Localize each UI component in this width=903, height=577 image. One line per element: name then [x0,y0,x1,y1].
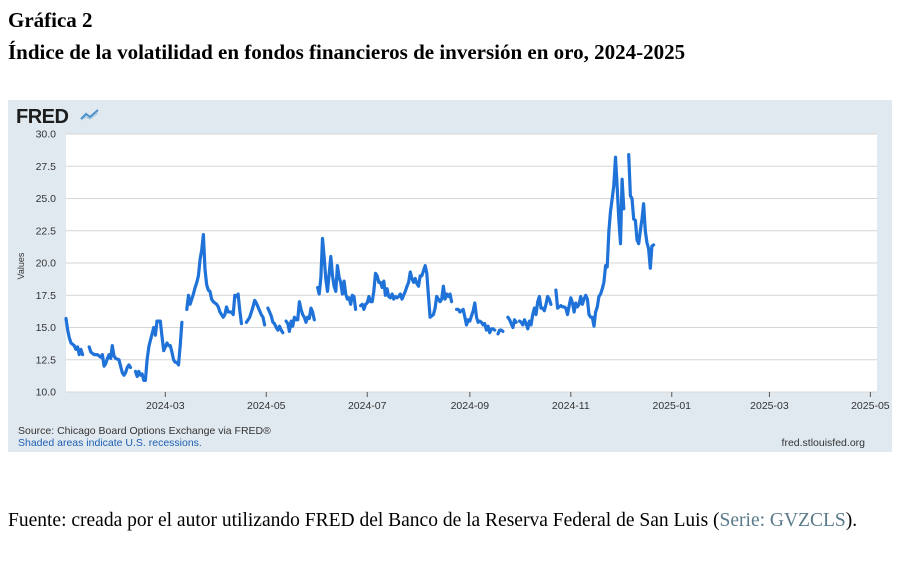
series-line-segment [185,233,243,326]
x-tick-label: 2024-05 [247,400,286,412]
series-line-segment [506,315,518,330]
y-axis-label: Values [16,252,26,279]
series-line-segment [496,328,505,336]
series-line-segment [517,294,553,331]
figure-label: Gráfica 2 [8,8,93,32]
series-line-segment [554,155,626,328]
series-line-segment [133,319,184,382]
footnote-text: Fuente: creada por el autor utilizando F… [8,510,720,531]
series-line-segment [244,298,267,327]
y-tick-label: 12.5 [36,354,57,366]
source-footnote: Fuente: creada por el autor utilizando F… [8,506,888,536]
series-line-segment [627,153,656,270]
series-line-segment [284,300,316,333]
x-tick-label: 2024-03 [146,400,185,412]
x-tick-label: 2024-11 [552,400,590,412]
y-tick-label: 22.5 [36,225,57,237]
y-tick-label: 27.5 [36,161,57,173]
x-tick-label: 2025-01 [652,400,691,412]
y-tick-label: 17.5 [36,290,57,302]
series-line-segment [266,306,285,335]
x-tick-label: 2024-09 [451,400,490,412]
chart-source: Source: Chicago Board Options Exchange v… [18,425,271,437]
y-tick-label: 10.0 [36,387,57,399]
x-tick-label: 2025-05 [851,400,890,412]
volatility-chart: 10.0 12.5 15.0 17.5 20.0 22.5 25.0 27.5 30.0 202… [16,129,890,413]
fred-logo: FRED [16,106,69,128]
recession-note: Shaded areas indicate U.S. recessions. [18,437,202,449]
figure-title: Índice de la volatilidad en fondos finan… [8,40,686,64]
y-tick-label: 30.0 [36,129,57,141]
series-line-segment [359,264,454,319]
series-line-segment [455,301,497,335]
y-tick-label: 15.0 [36,322,57,334]
footnote-end: ). [845,510,858,531]
series-line-segment [316,236,358,311]
y-tick-label: 20.0 [36,258,57,270]
fred-url: fred.stlouisfed.org [781,437,865,449]
series-line-segment [87,344,133,377]
x-tick-label: 2024-07 [348,400,387,412]
x-tick-label: 2025-03 [750,400,789,412]
series-line-segment [64,316,85,357]
series-link[interactable]: Serie: GVZCLS [719,510,846,531]
y-tick-label: 25.0 [36,193,57,205]
fred-chart-icon [80,109,99,121]
